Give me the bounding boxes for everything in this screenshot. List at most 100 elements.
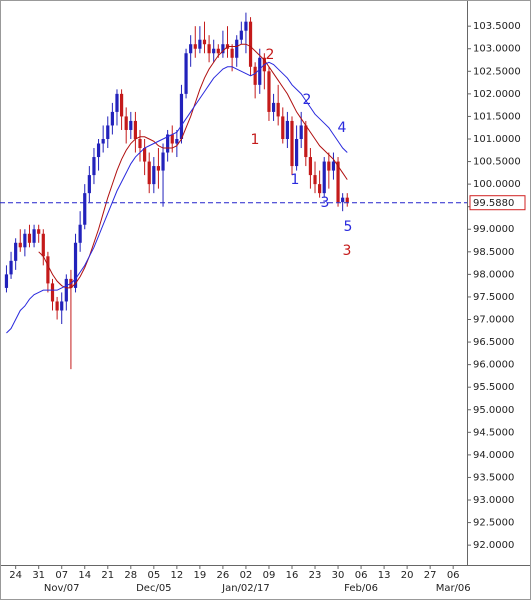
candle-body	[152, 166, 156, 185]
candle-body	[345, 197, 349, 203]
x-tick-label: 05	[147, 570, 160, 581]
y-tick-label: 92.5000	[473, 518, 514, 529]
x-month-label: Mar/06	[436, 583, 471, 594]
x-month-label: Jan/02/17	[221, 583, 270, 594]
y-tick-label: 97.0000	[473, 315, 514, 326]
y-tick-label: 97.5000	[473, 292, 514, 303]
candle-body	[327, 161, 331, 171]
candle-body	[46, 256, 50, 284]
x-tick-label: 26	[217, 570, 230, 581]
candle-body	[92, 157, 96, 176]
candle-body	[285, 120, 289, 139]
candle-body	[78, 224, 82, 243]
moving-average-line	[6, 61, 348, 334]
candle-body	[290, 120, 294, 167]
y-tick-label: 93.0000	[473, 495, 514, 506]
y-tick-label: 93.5000	[473, 472, 514, 483]
candle-body	[110, 111, 114, 126]
y-tick-label: 103.5000	[473, 21, 521, 32]
wave-label: 1	[251, 132, 260, 148]
candle-body	[244, 21, 248, 31]
candle-body	[50, 283, 55, 302]
candle-body	[276, 102, 280, 117]
candle-body	[184, 53, 188, 94]
candle-body	[281, 116, 285, 139]
candle-body	[156, 166, 161, 171]
y-tick-label: 101.0000	[473, 134, 521, 145]
y-tick-label: 101.5000	[473, 111, 521, 122]
candle-body	[32, 229, 36, 243]
y-tick-label: 94.5000	[473, 427, 514, 438]
candle-body	[221, 44, 225, 54]
candle-body	[64, 278, 68, 302]
y-tick-label: 100.0000	[473, 179, 521, 190]
x-tick-label: 16	[286, 570, 299, 581]
candle-body	[27, 233, 32, 243]
candle-body	[202, 39, 207, 45]
candle-body	[138, 138, 142, 149]
candle-body	[299, 125, 303, 139]
candle-body	[18, 242, 22, 248]
candle-body	[96, 143, 101, 158]
last-price-box	[469, 195, 526, 211]
x-tick-label: 06	[447, 570, 460, 581]
y-tick-label: 94.0000	[473, 450, 514, 461]
candle-body	[267, 71, 271, 112]
candle-body	[294, 138, 299, 167]
candle-body	[129, 120, 133, 130]
wave-label: 5	[344, 219, 353, 235]
candle-body	[161, 152, 165, 171]
x-tick-label: 13	[378, 570, 391, 581]
candle-body	[87, 175, 91, 194]
x-tick-label: 02	[240, 570, 253, 581]
x-month-label: Dec/05	[136, 583, 171, 594]
y-tick-label: 103.0000	[473, 44, 521, 55]
candle-body	[4, 274, 9, 288]
candle-body	[193, 44, 197, 49]
candle-body	[258, 57, 262, 85]
x-tick-label: 27	[424, 570, 437, 581]
candle-body	[133, 120, 138, 139]
y-tick-label: 92.0000	[473, 540, 514, 551]
candle-body	[239, 30, 243, 40]
x-tick-label: 21	[101, 570, 114, 581]
candle-body	[175, 138, 179, 144]
candle-body	[216, 48, 220, 54]
candle-body	[331, 161, 336, 171]
last-price-label: 99.5880	[473, 198, 514, 209]
wave-label: 2	[266, 47, 275, 63]
candle-body	[198, 39, 202, 49]
candle-body	[271, 102, 276, 112]
y-tick-label: 96.5000	[473, 337, 514, 348]
y-tick-label: 96.0000	[473, 360, 514, 371]
wave-label: 4	[338, 120, 347, 136]
candle-body	[189, 44, 193, 54]
candle-body	[179, 93, 184, 139]
y-tick-label: 95.5000	[473, 382, 514, 393]
y-tick-label: 102.5000	[473, 66, 521, 77]
candle-body	[55, 301, 59, 311]
candle-body	[14, 242, 18, 261]
y-tick-label: 98.0000	[473, 269, 514, 280]
candle-body	[115, 93, 119, 112]
x-tick-label: 09	[263, 570, 276, 581]
x-tick-label: 30	[332, 570, 345, 581]
x-tick-label: 23	[309, 570, 322, 581]
candle-body	[308, 157, 313, 176]
candle-body	[235, 39, 239, 58]
x-tick-label: 20	[401, 570, 414, 581]
candle-body	[170, 134, 174, 144]
x-tick-label: 07	[55, 570, 68, 581]
candle-body	[248, 21, 253, 67]
candle-body	[83, 193, 87, 225]
x-month-label: Nov/07	[44, 583, 80, 594]
x-tick-label: 14	[78, 570, 91, 581]
x-tick-label: 31	[32, 570, 45, 581]
candle-body	[304, 125, 308, 158]
candle-body	[341, 197, 345, 203]
y-tick-label: 102.0000	[473, 89, 521, 100]
candle-body	[166, 134, 170, 153]
